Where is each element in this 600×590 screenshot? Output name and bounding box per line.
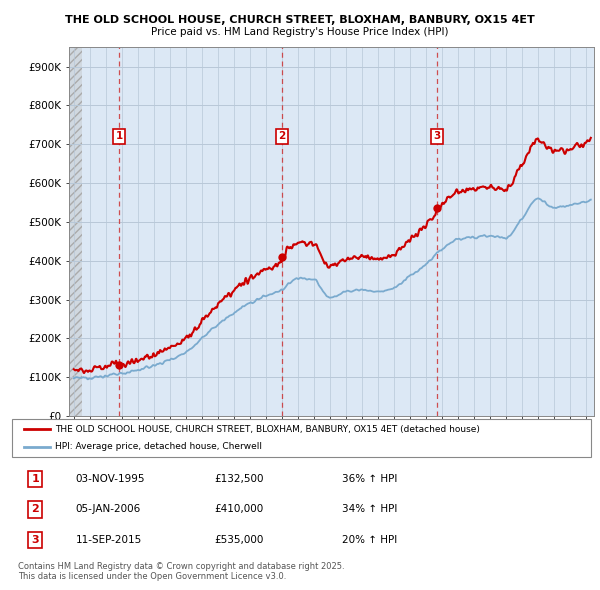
Text: 2: 2 <box>31 504 39 514</box>
Text: £132,500: £132,500 <box>215 474 264 484</box>
Text: 20% ↑ HPI: 20% ↑ HPI <box>342 535 397 545</box>
Text: 3: 3 <box>31 535 39 545</box>
Text: THE OLD SCHOOL HOUSE, CHURCH STREET, BLOXHAM, BANBURY, OX15 4ET: THE OLD SCHOOL HOUSE, CHURCH STREET, BLO… <box>65 15 535 25</box>
Text: 2: 2 <box>278 132 286 142</box>
Text: 1: 1 <box>116 132 123 142</box>
Text: 05-JAN-2006: 05-JAN-2006 <box>76 504 141 514</box>
Text: HPI: Average price, detached house, Cherwell: HPI: Average price, detached house, Cher… <box>55 442 262 451</box>
Text: 11-SEP-2015: 11-SEP-2015 <box>76 535 142 545</box>
Text: THE OLD SCHOOL HOUSE, CHURCH STREET, BLOXHAM, BANBURY, OX15 4ET (detached house): THE OLD SCHOOL HOUSE, CHURCH STREET, BLO… <box>55 425 481 434</box>
Text: Contains HM Land Registry data © Crown copyright and database right 2025.
This d: Contains HM Land Registry data © Crown c… <box>18 562 344 581</box>
Text: £535,000: £535,000 <box>215 535 264 545</box>
Text: 1: 1 <box>31 474 39 484</box>
Bar <box>69 47 82 416</box>
Text: 36% ↑ HPI: 36% ↑ HPI <box>342 474 397 484</box>
Text: 34% ↑ HPI: 34% ↑ HPI <box>342 504 397 514</box>
Text: £410,000: £410,000 <box>215 504 264 514</box>
Text: 03-NOV-1995: 03-NOV-1995 <box>76 474 145 484</box>
Text: Price paid vs. HM Land Registry's House Price Index (HPI): Price paid vs. HM Land Registry's House … <box>151 27 449 37</box>
Text: 3: 3 <box>433 132 440 142</box>
